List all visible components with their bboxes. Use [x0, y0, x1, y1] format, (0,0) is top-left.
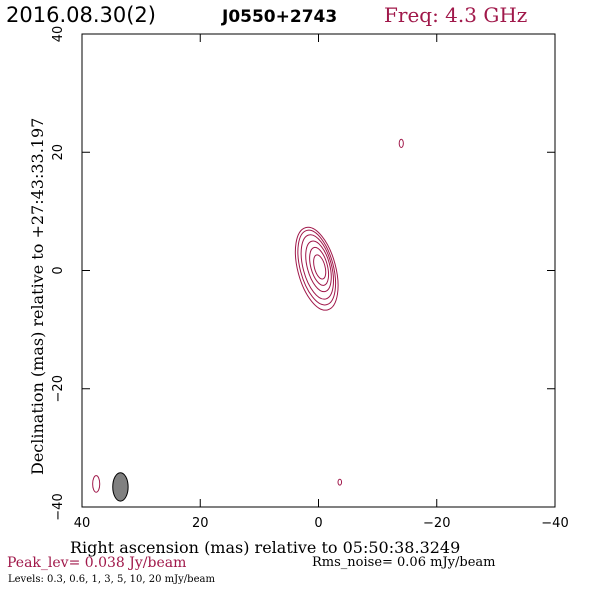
y-tick-label: 20: [51, 144, 66, 161]
x-tick-label: 20: [192, 516, 209, 531]
y-axis-label: Declination (mas) relative to +27:43:33.…: [28, 118, 47, 475]
y-tick-label: 0: [51, 266, 66, 274]
contour-level: [297, 229, 337, 306]
x-tick-label: 40: [74, 516, 91, 531]
levels-text: Levels: 0.3, 0.6, 1, 3, 5, 10, 20 mJy/be…: [8, 574, 215, 585]
contour-level: [300, 234, 334, 300]
beam-ellipse: [112, 472, 129, 502]
noise-contour: [92, 475, 101, 493]
x-axis-label: Right ascension (mas) relative to 05:50:…: [70, 538, 460, 557]
y-tick-label: −40: [51, 493, 66, 520]
axis-ticks-group: [81, 33, 556, 508]
peak-level-text: Peak_lev= 0.038 Jy/beam: [7, 555, 186, 571]
contours-group: [92, 138, 404, 493]
plot-frame: [81, 33, 556, 508]
rms-noise-text: Rms_noise= 0.06 mJy/beam: [312, 555, 495, 570]
beam-group: [112, 472, 129, 502]
tick-labels-group: 40 20 0 −20 −40 −40 −20 0 20 40: [51, 26, 569, 531]
observation-date: 2016.08.30(2): [6, 3, 156, 27]
contour-level: [294, 226, 339, 311]
x-tick-label: −20: [423, 516, 450, 531]
x-tick-label: 0: [314, 516, 322, 531]
y-tick-label: −20: [51, 375, 66, 402]
frequency-label: Freq: 4.3 GHz: [384, 3, 527, 27]
x-tick-label: −40: [541, 516, 568, 531]
noise-contour: [337, 478, 343, 486]
contour-level: [313, 254, 327, 280]
contour-level: [305, 240, 332, 293]
plot-frame-group: [81, 33, 556, 508]
noise-contour: [398, 138, 404, 149]
y-tick-label: 40: [51, 26, 66, 43]
contour-level: [309, 246, 330, 286]
source-name: J0550+2743: [221, 7, 337, 27]
